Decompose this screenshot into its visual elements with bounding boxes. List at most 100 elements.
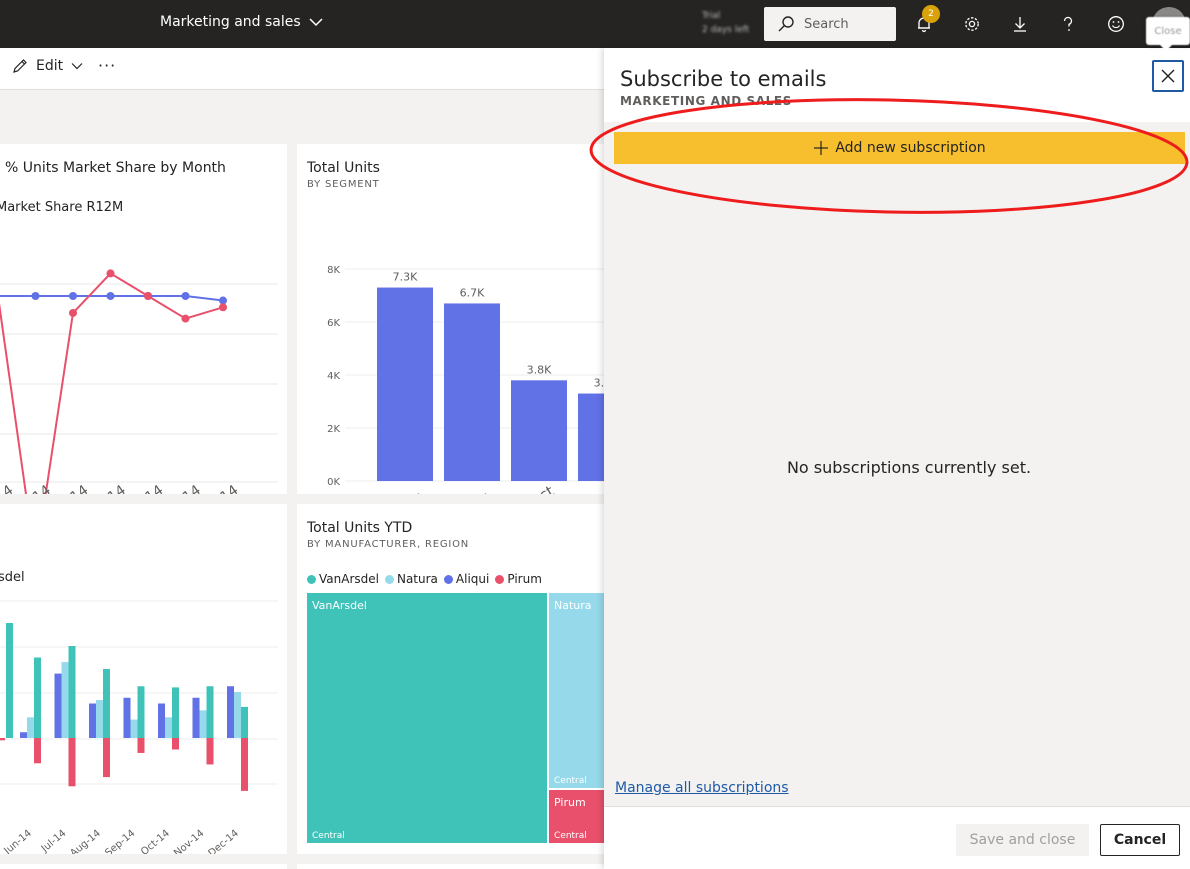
workspace-title: Marketing and sales (160, 14, 301, 30)
bar (27, 717, 34, 738)
bar (511, 380, 567, 481)
chevron-down-icon (71, 63, 83, 70)
data-point (219, 296, 227, 305)
action-bar: Edit ··· (0, 48, 604, 90)
bar (241, 738, 248, 791)
legend-item: Aliqui (443, 572, 490, 586)
cancel-button[interactable]: Cancel (1100, 824, 1180, 856)
pencil-icon (13, 59, 27, 73)
bar (0, 738, 5, 741)
bar (89, 703, 96, 738)
bar (241, 706, 248, 738)
search-box[interactable]: Search (764, 7, 896, 41)
bar (172, 687, 179, 738)
x-tick-label: All Se... (566, 482, 604, 494)
treemap-cell (549, 790, 604, 843)
download-button[interactable] (1008, 12, 1032, 36)
tile-market-share[interactable]: % Units Market Share by Month Market Sha… (0, 144, 287, 494)
chart-legend: Market Share R12M (0, 200, 124, 215)
treemap-cell-label: Natura (554, 599, 592, 612)
top-bar: Marketing and sales Trial 2 days left Se… (0, 0, 1190, 48)
bar (227, 686, 234, 738)
empty-state-message: No subscriptions currently set. (786, 458, 1032, 477)
y-tick-label: 4K (327, 371, 340, 382)
x-tick-label: Sep-14 (103, 828, 137, 854)
x-tick-label: Aug-14 (68, 828, 103, 854)
close-button[interactable] (1152, 60, 1184, 92)
tile-units-ytd[interactable]: Total Units YTD BY MANUFACTURER, REGION … (297, 504, 604, 854)
help-button[interactable] (1056, 12, 1080, 36)
legend-label: VanArsdel (319, 572, 379, 586)
search-icon (778, 16, 794, 32)
tile-total-units[interactable]: Total Units BY SEGMENT 0K 2K 4K 6K 8K 7.3K Pro… (297, 144, 604, 494)
y-tick-label: 0K (327, 477, 340, 488)
treemap-cell (307, 593, 547, 843)
bar (578, 393, 604, 481)
x-tick-label: Jun-14 (0, 482, 16, 494)
settings-button[interactable] (960, 12, 984, 36)
legend-item: Pirum (495, 572, 542, 586)
notification-badge: 2 (922, 5, 940, 23)
x-tick-label: Oct-14 (139, 828, 172, 854)
bar (137, 738, 145, 753)
search-placeholder: Search (804, 16, 849, 32)
legend-dot-icon (384, 574, 394, 584)
tile-variance[interactable]: sdel Jun-14 Jul-14 Aug-14 Sep-14 Oct-14 Nov-1… (0, 504, 287, 854)
bar (123, 697, 131, 738)
manage-subscriptions-link[interactable]: Manage all subscriptions (615, 780, 789, 796)
bar (61, 662, 69, 738)
bar-chart: 0K 2K 4K 6K 8K 7.3K Produ... 6.7K Extre... 3.8K Se… (327, 265, 604, 494)
tile-title: % Units Market Share by Month (5, 160, 226, 176)
y-tick-label: 2K (327, 424, 340, 435)
treemap-legend: VanArsdel Natura Aliqui Pirum (307, 572, 542, 586)
bar (444, 303, 500, 481)
treemap-chart: VanArsdel Central Natura Central Pirum Centra… (307, 593, 604, 843)
dashboard-canvas: % Units Market Share by Month Market Sha… (0, 90, 604, 869)
bar (165, 717, 172, 738)
bar (158, 703, 165, 738)
data-label: 3.8K (527, 363, 552, 376)
bar (103, 738, 110, 778)
panel-footer: Save and close Cancel (604, 806, 1190, 869)
treemap-cell-label: Pirum (554, 796, 586, 809)
more-options-button[interactable]: ··· (98, 56, 117, 75)
bar (68, 646, 76, 738)
bar (103, 669, 110, 738)
data-point (219, 303, 227, 312)
line-chart: Jun-14Jul-14Aug-14Sep-14Oct-14Nov-14Dec-… (0, 269, 278, 494)
data-label: 7.3K (393, 271, 418, 284)
x-tick-label: Select (508, 482, 557, 494)
x-tick-label: Dec-14 (207, 828, 241, 854)
bar (137, 686, 145, 738)
bar (34, 657, 41, 738)
legend-item: Natura (384, 572, 438, 586)
panel-header: Subscribe to emails MARKETING AND SALES (604, 48, 1190, 122)
bar (34, 738, 41, 764)
treemap-cell-label: VanArsdel (312, 599, 367, 612)
bar (192, 697, 200, 738)
panel-subtitle: MARKETING AND SALES (620, 94, 792, 108)
bar (130, 719, 138, 738)
data-point (144, 292, 152, 300)
x-tick-label: Jun-14 (2, 828, 34, 854)
save-and-close-button[interactable]: Save and close (956, 824, 1089, 856)
data-point (181, 292, 190, 300)
add-subscription-button[interactable]: Add new subscription (614, 132, 1185, 164)
legend-label: Aliqui (455, 572, 490, 586)
subscribe-panel: Subscribe to emails MARKETING AND SALES … (604, 48, 1190, 869)
x-tick-label: Extre... (435, 482, 490, 494)
workspace-switcher[interactable]: Marketing and sales (160, 14, 323, 30)
close-icon (1161, 69, 1175, 83)
edit-button[interactable]: Edit (12, 58, 83, 74)
bar (206, 686, 214, 738)
panel-title: Subscribe to emails (620, 67, 827, 91)
tile-title: Total Units (307, 160, 380, 176)
plus-icon (814, 141, 829, 155)
trial-status[interactable]: Trial 2 days left (702, 11, 750, 35)
data-point (106, 269, 115, 278)
data-point (181, 314, 190, 323)
treemap-region-label: Central (312, 831, 345, 841)
x-tick-label: Jul-14 (39, 828, 69, 854)
bar (6, 623, 13, 738)
feedback-button[interactable] (1104, 12, 1128, 36)
